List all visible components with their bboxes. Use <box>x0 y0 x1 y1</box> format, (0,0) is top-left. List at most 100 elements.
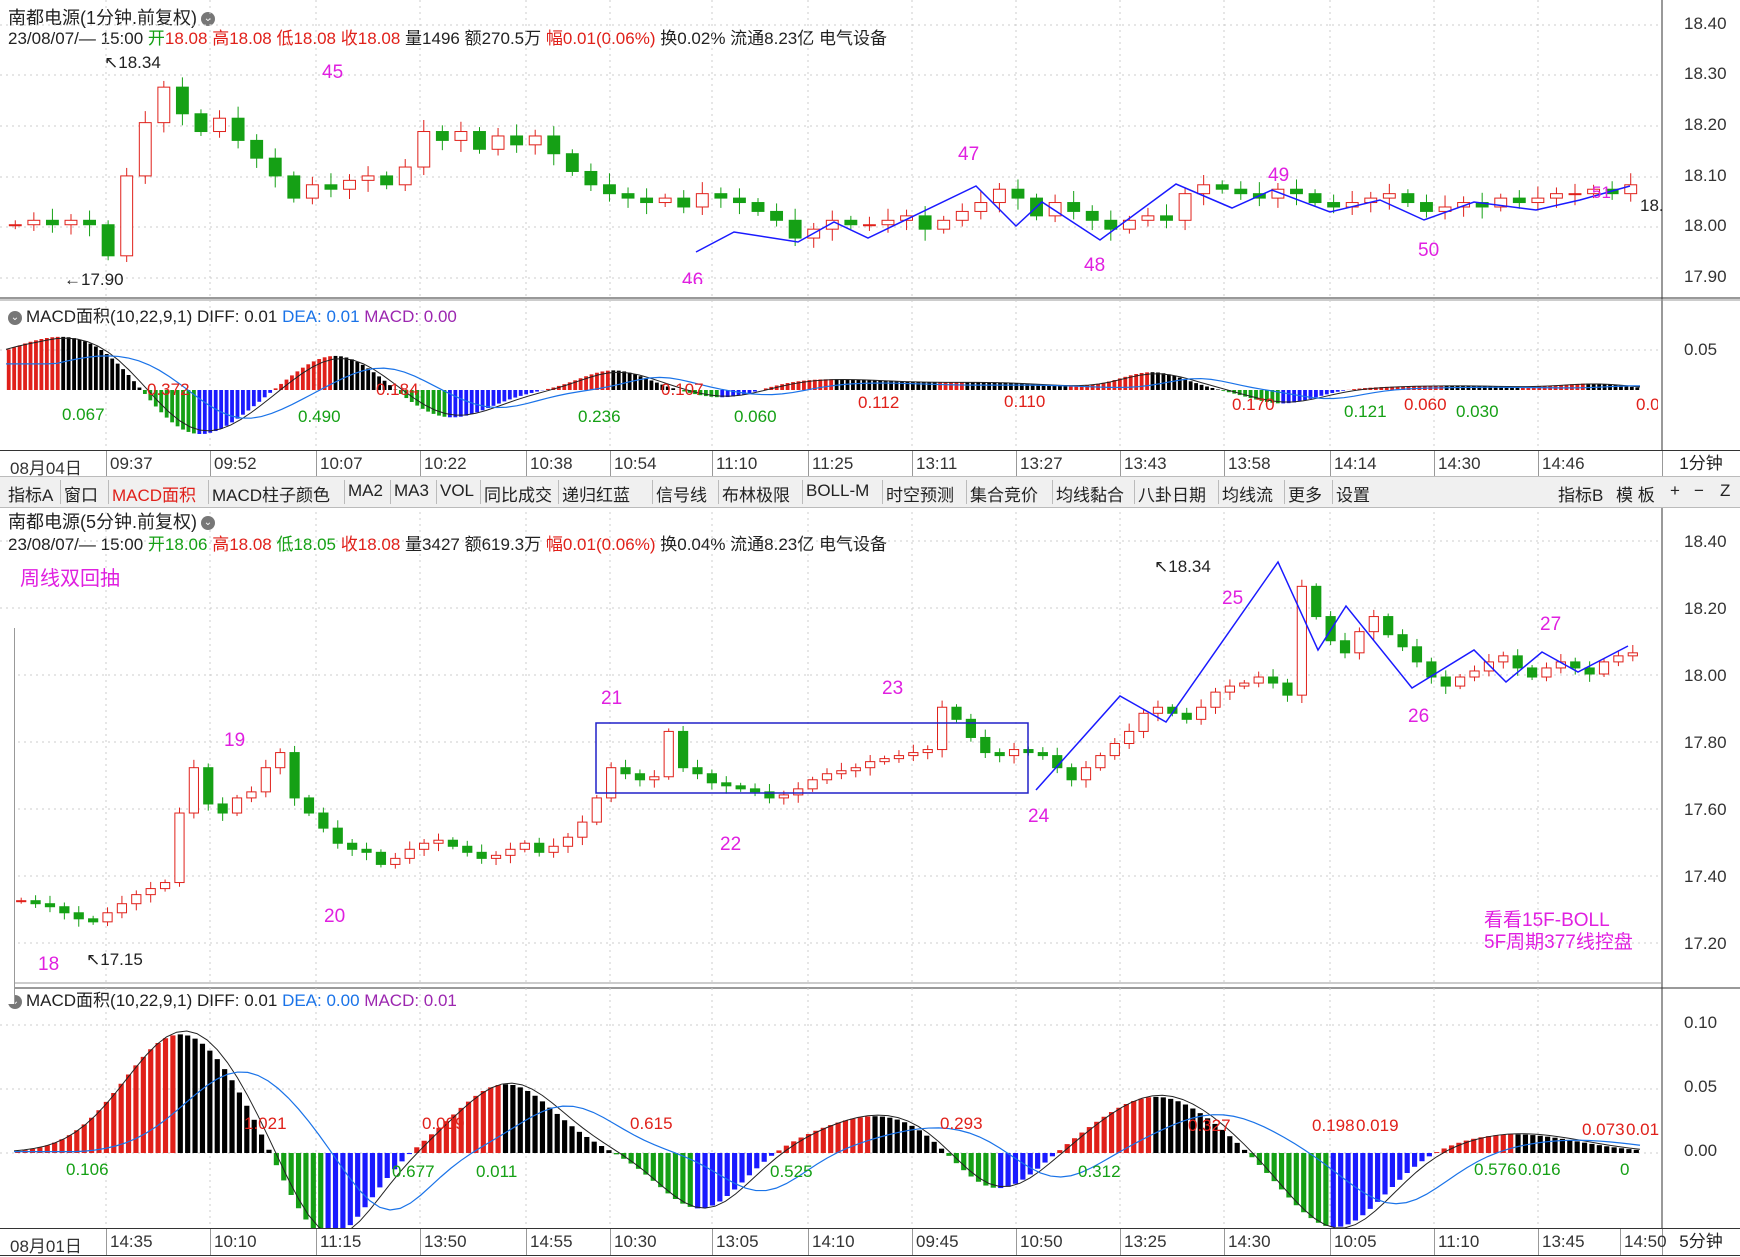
bottom-time-axis: 08月01日 14:35 10:10 11:15 13:50 14:55 10:30 13:0… <box>0 1228 1667 1256</box>
toolbar-right-item[interactable]: 指标B <box>1558 486 1604 505</box>
candle-body <box>879 758 890 763</box>
toolbar-right-item[interactable]: 模 板 <box>1616 486 1655 505</box>
top-y-tick: 17.90 <box>1684 267 1727 286</box>
toolbar-item[interactable]: 同比成交 <box>484 486 552 505</box>
candle-body <box>203 767 214 805</box>
note-weekly-pullback: 周线双回抽 <box>20 568 120 590</box>
candle-body <box>1308 193 1322 204</box>
candle-body <box>764 791 775 799</box>
top-open-label: 开 <box>147 29 165 48</box>
candle-body <box>1327 202 1341 208</box>
macd-area-label: 0.060 <box>734 407 777 426</box>
candle-body <box>937 219 951 230</box>
toolbar-item[interactable]: 信号线 <box>656 486 707 505</box>
toolbar-item[interactable]: 均线黏合 <box>1056 486 1124 505</box>
macd-area-label: 0.312 <box>1078 1162 1121 1181</box>
time-tick: 14:30 <box>1228 1232 1271 1251</box>
chevron-down-icon[interactable]: ⌄ <box>8 310 22 325</box>
candle-body <box>1624 184 1638 195</box>
toolbar-item[interactable]: MACD柱子颜色 <box>212 486 331 505</box>
side-drawing-toolbar[interactable] <box>0 628 15 1004</box>
toolbar-item[interactable]: 设置 <box>1336 486 1370 505</box>
toolbar-item[interactable]: VOL <box>440 481 475 500</box>
toolbar-item[interactable]: MA3 <box>394 481 429 500</box>
toolbar-right-item[interactable]: + <box>1670 481 1680 500</box>
time-tick: 13:50 <box>424 1232 467 1251</box>
diff-line <box>13 1030 1641 1236</box>
candle-body <box>937 706 948 751</box>
bottom-date: 23/08/07/— 15:00 <box>8 535 144 554</box>
toolbar-item[interactable]: 递归红蓝 <box>562 486 630 505</box>
toolbar-item[interactable]: BOLL-M <box>806 481 870 500</box>
macd-area-label: 0.073 <box>1582 1120 1625 1139</box>
toolbar-item[interactable]: 八卦日期 <box>1138 486 1206 505</box>
candle-body <box>965 718 976 738</box>
bottom-period-label[interactable]: 5分钟 <box>1662 1228 1740 1256</box>
candle-body <box>260 767 271 793</box>
time-tick-divider <box>808 451 809 477</box>
time-tick-divider <box>316 451 317 477</box>
candle-body <box>83 219 96 226</box>
candle-body <box>476 851 487 859</box>
top-macd-value: MACD: 0.00 <box>364 307 457 326</box>
candle-body <box>231 117 245 141</box>
time-tick-divider <box>1434 1229 1435 1255</box>
macd-area-label: 0.677 <box>392 1162 435 1181</box>
candle-body <box>398 166 412 186</box>
swing-label: 20 <box>324 906 346 927</box>
candle-body <box>1296 585 1307 696</box>
toolbar-item[interactable]: MA2 <box>348 481 383 500</box>
candle-body <box>577 821 588 838</box>
toolbar-right-item[interactable]: − <box>1694 481 1704 500</box>
swing-label: 26 <box>1408 706 1430 727</box>
toolbar-item[interactable]: 指标A <box>8 486 54 505</box>
toolbar-separator <box>390 480 391 504</box>
top-period-label[interactable]: 1分钟 <box>1662 450 1740 478</box>
toolbar-item[interactable]: MACD面积 <box>112 486 197 505</box>
candle-body <box>1382 193 1396 199</box>
toolbar-item[interactable]: 时空预测 <box>886 486 954 505</box>
candle-body <box>217 803 228 814</box>
toolbar-item[interactable]: 集合竞价 <box>970 486 1038 505</box>
chevron-down-icon[interactable]: ⌄ <box>201 12 215 27</box>
toolbar-item[interactable]: 均线流 <box>1222 486 1273 505</box>
macd-area-label: 0.293 <box>940 1114 983 1133</box>
macd-area-label: 0.184 <box>376 380 419 399</box>
time-tick-divider <box>526 451 527 477</box>
toolbar-item[interactable]: 窗口 <box>64 486 98 505</box>
macd-area-label: 0.067 <box>62 405 105 424</box>
time-tick: 10:54 <box>614 454 657 473</box>
candle-body <box>473 131 486 150</box>
candle-body <box>621 193 635 199</box>
bottom-close-label: 收 <box>340 535 358 554</box>
time-tick-divider <box>210 1229 211 1255</box>
toolbar-separator <box>652 480 653 504</box>
toolbar-separator <box>344 480 345 504</box>
chevron-down-icon[interactable]: ⌄ <box>201 516 215 531</box>
candle-body <box>893 755 905 760</box>
candle-body <box>447 839 458 847</box>
bottom-high-label: 高 <box>212 535 230 554</box>
candle-body <box>120 175 134 257</box>
top-high-marker: ↖18.34 <box>104 53 161 72</box>
macd-area-label: 0.030 <box>1456 402 1499 421</box>
toolbar-right-item[interactable]: Z <box>1720 481 1731 500</box>
time-tick: 10:22 <box>424 454 467 473</box>
bottom-y-tick: 18.20 <box>1684 599 1727 618</box>
macd-area-label: 0.0 <box>1636 395 1658 414</box>
candle-body <box>102 912 113 923</box>
bottom-low: 18.05 <box>293 535 337 554</box>
candle-body <box>677 197 691 208</box>
bottom-low-value: 17.15 <box>100 950 143 969</box>
candle-body <box>1368 616 1379 633</box>
toolbar-item[interactable]: 更多 <box>1288 486 1322 505</box>
toolbar-item[interactable]: 布林极限 <box>722 486 790 505</box>
top-turnover: 换0.02% <box>660 29 726 48</box>
bottom-high-value: 18.34 <box>1168 557 1211 576</box>
top-high-label: 高 <box>212 29 230 48</box>
time-tick: 11:25 <box>812 454 854 473</box>
candle-body <box>59 906 70 914</box>
top-macd-y-tick: 0.05 <box>1684 340 1718 359</box>
candle-body <box>751 202 765 212</box>
candle-body <box>1584 667 1595 675</box>
